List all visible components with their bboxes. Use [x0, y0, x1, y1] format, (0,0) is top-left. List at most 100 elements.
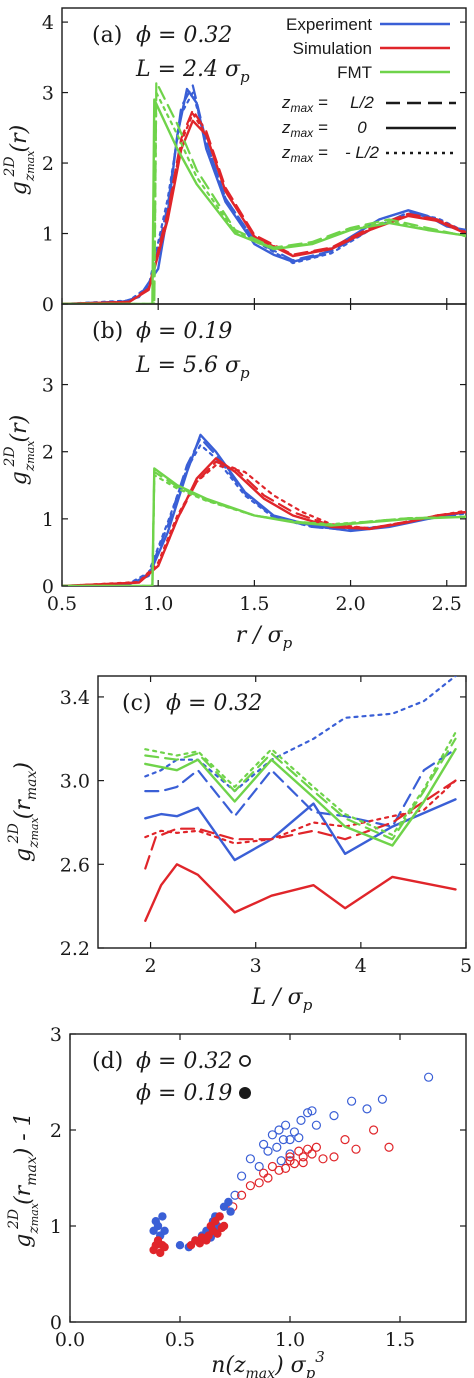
x-tick-label: 1.0 [275, 1329, 305, 1351]
series-line-simulation-solid [144, 863, 457, 922]
y-tick-label: 3 [42, 375, 54, 397]
data-point-experiment-open [281, 1120, 291, 1130]
panel-b: 0 1 2 3 0.5 1.0 1.5 2.0 2.5 (b) ϕ = 0.19 L = 5.… [2, 303, 467, 652]
data-point-simulation-open [298, 1152, 308, 1162]
data-point-experiment-open [259, 1139, 269, 1150]
y-tick-label: 1 [42, 509, 54, 531]
panel-d-series [149, 1072, 434, 1258]
x-tick-label: 3 [250, 955, 262, 977]
series-line-fmt-solid [62, 98, 466, 304]
panel-d-x-ticks: 0.0 0.5 1.0 1.5 [55, 1034, 415, 1351]
data-point-experiment-open [267, 1130, 277, 1140]
data-point-experiment-open [263, 1146, 273, 1156]
y-tick-label: 3.0 [60, 771, 90, 793]
data-point-experiment-filled [160, 1226, 169, 1236]
data-point-experiment-open [289, 1127, 299, 1137]
y-tick-label: 0 [50, 1312, 62, 1334]
series-line-simulation-dotted [62, 112, 466, 304]
panel-b-y-label: gzmax2D(r) [2, 415, 38, 486]
data-point-experiment-open [307, 1106, 317, 1116]
x-tick-label: 0.5 [165, 1329, 195, 1351]
y-tick-label: 3 [42, 83, 54, 105]
data-point-simulation-open [318, 1154, 328, 1164]
legend: Experiment Simulation FMT zmax = L/2 zma… [281, 15, 456, 165]
x-tick-label: 2 [145, 955, 157, 977]
panel-a-phi: ϕ = 0.32 [136, 23, 232, 48]
data-point-experiment-open [272, 1142, 282, 1152]
y-tick-label: 2 [50, 1120, 62, 1142]
series-line-fmt-dotted [144, 731, 457, 837]
data-point-experiment-open [254, 1161, 264, 1172]
panel-a-frame [61, 7, 467, 305]
data-point-experiment-open [424, 1072, 434, 1082]
y-tick-label: 0 [42, 294, 54, 316]
data-point-experiment-open [377, 1094, 387, 1104]
x-tick-label: 5 [460, 955, 472, 977]
data-point-simulation-filled [213, 1229, 222, 1238]
data-point-simulation-open [303, 1144, 313, 1154]
data-point-experiment-open [276, 1156, 286, 1166]
y-tick-label: 1 [42, 224, 54, 246]
panel-a: 0 1 2 3 4 (a) ϕ = 0.32 L = 2.4 σp gzmax2D(r)… [2, 7, 467, 316]
legend-style-solid-value: 0 [357, 118, 367, 137]
data-point-simulation-open [237, 1190, 247, 1200]
y-tick-label: 4 [42, 12, 54, 34]
data-point-simulation-open [259, 1168, 269, 1178]
series-line-experiment-dashed [62, 437, 466, 586]
data-point-simulation-open [245, 1181, 255, 1191]
series-line-simulation-dashed [62, 460, 466, 586]
data-point-experiment-filled [158, 1212, 167, 1221]
data-point-experiment-open [274, 1125, 284, 1135]
y-tick-label: 3.4 [60, 687, 90, 709]
data-point-simulation-open [274, 1165, 284, 1175]
series-line-experiment-solid [62, 87, 466, 304]
data-point-experiment-filled [224, 1197, 233, 1207]
data-point-experiment-open [296, 1115, 306, 1126]
panel-b-phi: ϕ = 0.19 [136, 319, 232, 344]
data-point-simulation-open [267, 1161, 277, 1172]
panel-c-y-label: gzmax2D(rmax) [6, 762, 42, 862]
data-point-experiment-open [278, 1134, 288, 1145]
panel-b-length: L = 5.6 σp [135, 353, 250, 382]
panel-b-y-ticks: 0 1 2 3 [42, 375, 466, 598]
x-tick-label: 4 [355, 955, 367, 977]
panel-d-phi-open: ϕ = 0.32 [136, 1049, 232, 1074]
data-point-simulation-open [281, 1163, 291, 1174]
data-point-simulation-filled [160, 1242, 169, 1252]
legend-style-dotted-label: zmax = [281, 143, 328, 165]
data-point-experiment-filled [153, 1221, 163, 1231]
panel-a-series [62, 80, 466, 304]
panel-a-y-ticks: 0 1 2 3 4 [42, 12, 466, 316]
series-line-fmt-dotted [62, 91, 466, 304]
x-tick-label: 2.0 [335, 593, 365, 615]
legend-style-dashed-value: L/2 [350, 93, 374, 112]
series-line-experiment-solid [144, 798, 457, 862]
x-tick-label: 1.5 [239, 593, 269, 615]
x-tick-label: 0.5 [47, 593, 77, 615]
x-tick-label: 1.0 [143, 593, 173, 615]
data-point-simulation-filled [156, 1248, 165, 1258]
data-point-experiment-open [230, 1190, 240, 1200]
series-line-experiment-dashed [62, 84, 466, 304]
y-tick-label: 2 [42, 442, 54, 464]
data-point-simulation-open [254, 1178, 264, 1188]
panel-c-series [144, 676, 457, 922]
series-line-experiment-dashed [144, 748, 457, 828]
series-line-fmt-dotted [62, 474, 466, 586]
y-tick-label: 1 [50, 1216, 62, 1238]
legend-style-solid-label: zmax = [281, 118, 328, 140]
panel-a-tag: (a) [92, 23, 122, 48]
legend-filled-marker [239, 1087, 251, 1099]
data-point-experiment-open [237, 1171, 247, 1181]
data-point-experiment-open [311, 1120, 321, 1130]
y-tick-label: 0 [42, 576, 54, 598]
y-tick-label: 2.6 [60, 854, 90, 876]
data-point-simulation-open [311, 1142, 321, 1152]
series-line-simulation-dashed [62, 109, 466, 304]
panel-c-x-ticks: 2 3 4 5 [145, 676, 472, 977]
legend-simulation-label: Simulation [293, 39, 372, 58]
data-point-simulation-open [340, 1134, 350, 1145]
data-point-simulation-open [329, 1152, 339, 1162]
data-point-experiment-open [245, 1154, 255, 1164]
